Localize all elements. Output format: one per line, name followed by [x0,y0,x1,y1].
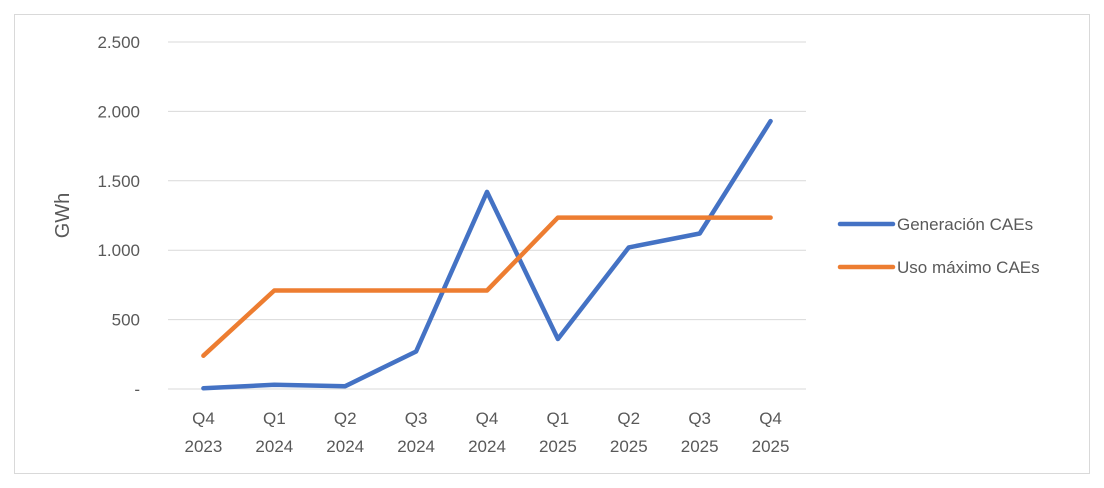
x-tick-label-quarter: Q1 [263,409,286,428]
gridlines [168,41,806,390]
x-tick-label-quarter: Q3 [688,409,711,428]
x-tick-labels: Q4 2023 Q1 2024 Q2 2024 Q3 2024 Q4 2024 Q1 2025 Q2 20… [185,409,790,456]
x-tick-label-quarter: Q4 [759,409,782,428]
y-tick-labels: - 500 1.000 1.500 2.000 2.500 [97,33,140,399]
x-tick-label-quarter: Q2 [334,409,357,428]
x-tick-label-year: 2025 [539,437,577,456]
x-tick-label-quarter: Q4 [476,409,499,428]
y-tick-label: 500 [112,311,140,330]
y-tick-label: 1.000 [97,241,140,260]
x-tick-label-year: 2024 [468,437,506,456]
legend-label: Uso máximo CAEs [897,258,1040,277]
legend-label: Generación CAEs [897,215,1033,234]
y-axis-title: GWh [52,193,74,239]
x-tick-label-year: 2024 [326,437,364,456]
x-tick-label-quarter: Q1 [547,409,570,428]
legend: Generación CAEs Uso máximo CAEs [837,215,1040,277]
x-tick-label-year: 2025 [610,437,648,456]
x-tick-label-year: 2024 [397,437,435,456]
x-tick-label-quarter: Q2 [617,409,640,428]
y-tick-label: 1.500 [97,172,140,191]
x-tick-label-quarter: Q3 [405,409,428,428]
series-lines [201,118,773,391]
y-tick-label: 2.000 [97,102,140,121]
y-tick-label: - [134,380,140,399]
chart-frame [14,14,1090,474]
x-tick-label-year: 2023 [185,437,223,456]
x-tick-label-year: 2025 [752,437,790,456]
x-tick-label-year: 2024 [255,437,293,456]
x-tick-label-quarter: Q4 [192,409,215,428]
y-tick-label: 2.500 [97,33,140,52]
series-line-0 [201,118,773,391]
x-tick-label-year: 2025 [681,437,719,456]
